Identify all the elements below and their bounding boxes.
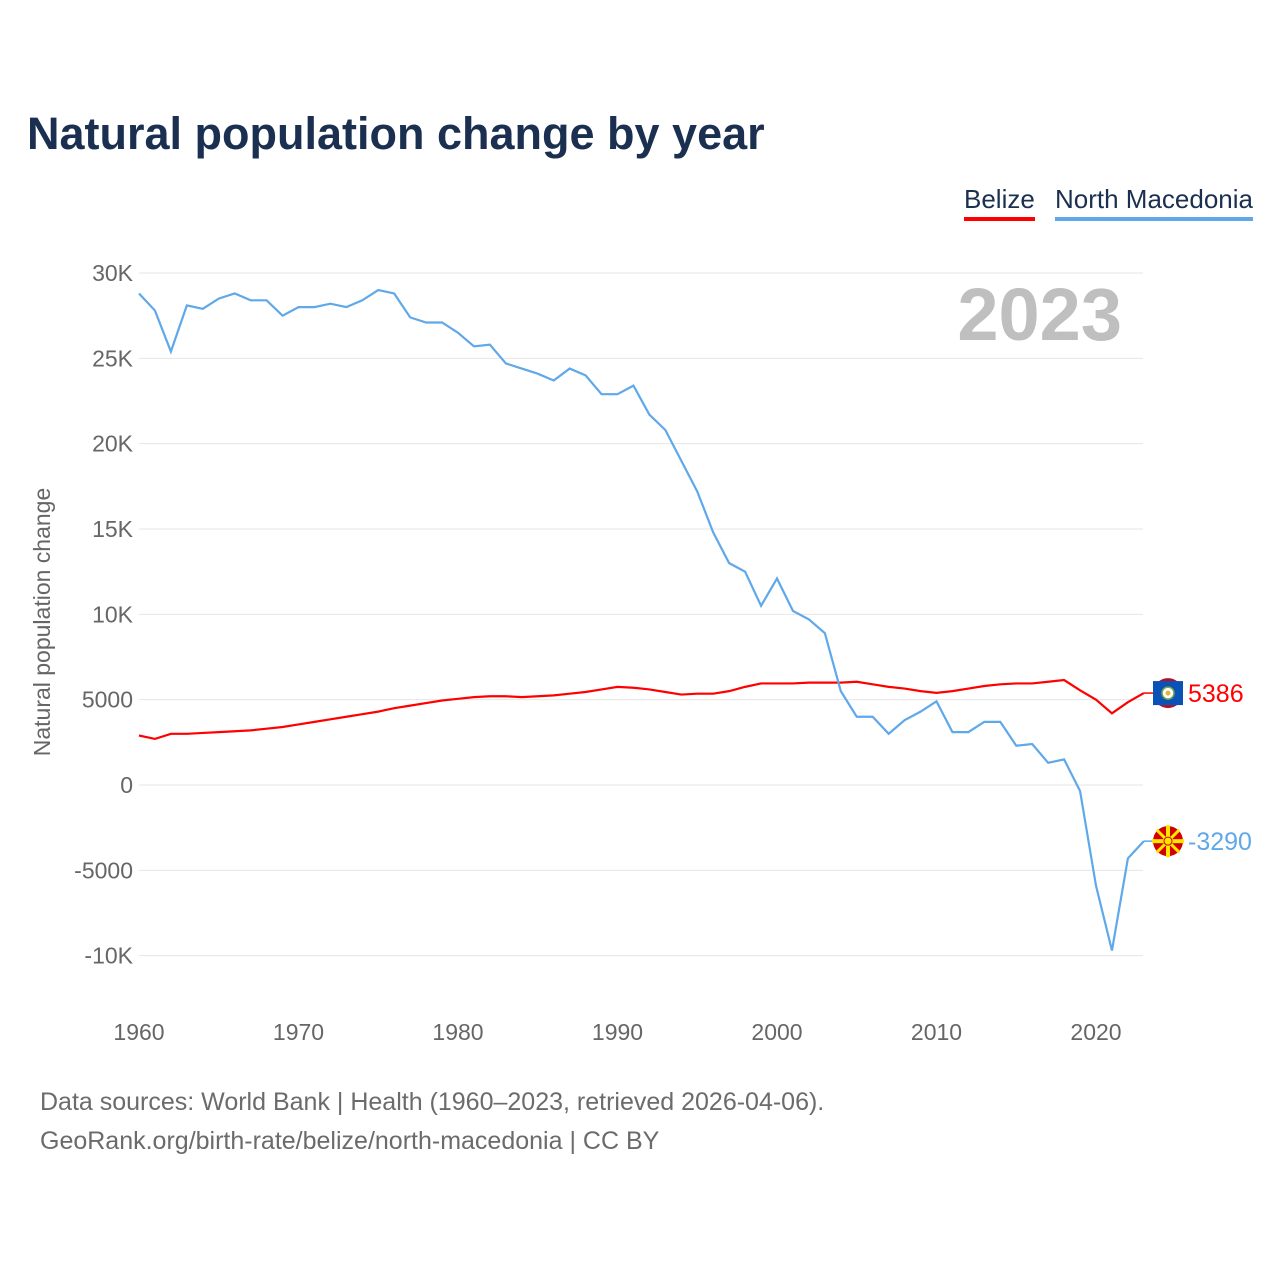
x-tick-label: 2020 — [1070, 1019, 1121, 1045]
y-tick-label: 20K — [92, 431, 134, 457]
chart-title: Natural population change by year — [27, 108, 765, 159]
legend-belize[interactable]: Belize — [964, 184, 1035, 221]
year-label: 2023 — [957, 273, 1122, 356]
x-tick-label: 1960 — [113, 1019, 164, 1045]
footer-source: Data sources: World Bank | Health (1960–… — [40, 1088, 825, 1116]
end-value-label: 5386 — [1188, 680, 1244, 708]
end-value-label: -3290 — [1188, 828, 1252, 856]
y-tick-label: -10K — [84, 943, 133, 969]
y-tick-label: -5000 — [74, 857, 133, 883]
y-tick-label: 5000 — [82, 687, 133, 713]
y-axis-label: Natural population change — [29, 488, 55, 757]
y-tick-label: 15K — [92, 516, 134, 542]
series-line-north-macedonia — [138, 288, 1145, 951]
y-tick-label: 25K — [92, 345, 134, 371]
y-tick-label: 10K — [92, 601, 134, 627]
y-tick-label: 30K — [92, 260, 134, 286]
belize-flag-emblem-center — [1165, 690, 1171, 696]
series-line-belize — [138, 678, 1145, 741]
footer-link[interactable]: GeoRank.org/birth-rate/belize/north-mace… — [40, 1127, 660, 1155]
x-tick-label: 2000 — [751, 1019, 802, 1045]
x-tick-label: 1980 — [432, 1019, 483, 1045]
flag-sun — [1163, 836, 1173, 846]
x-tick-label: 2010 — [911, 1019, 962, 1045]
x-tick-label: 1990 — [592, 1019, 643, 1045]
legend-north-macedonia[interactable]: North Macedonia — [1055, 184, 1253, 221]
x-tick-label: 1970 — [273, 1019, 324, 1045]
y-tick-label: 0 — [120, 772, 133, 798]
